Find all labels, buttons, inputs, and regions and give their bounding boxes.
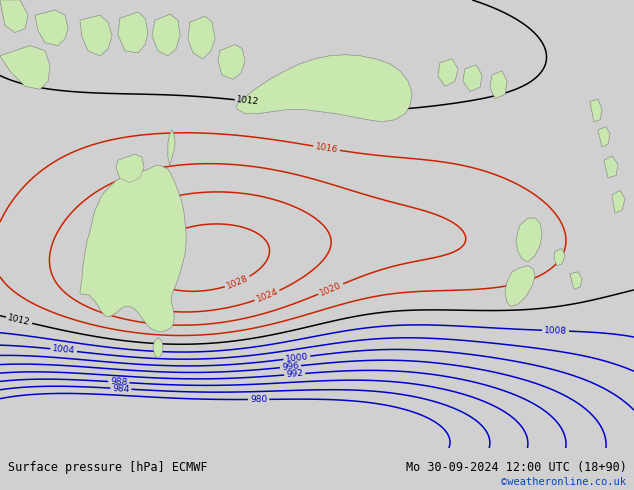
Polygon shape (80, 165, 186, 332)
Polygon shape (168, 130, 175, 165)
Polygon shape (598, 127, 610, 147)
Text: Surface pressure [hPa] ECMWF: Surface pressure [hPa] ECMWF (8, 461, 207, 474)
Text: 1004: 1004 (52, 344, 75, 356)
Polygon shape (0, 0, 28, 32)
Text: 988: 988 (110, 377, 127, 387)
Polygon shape (80, 15, 112, 56)
Text: ©weatheronline.co.uk: ©weatheronline.co.uk (501, 477, 626, 487)
Polygon shape (604, 156, 618, 177)
Polygon shape (80, 165, 186, 332)
Text: 1000: 1000 (285, 352, 309, 364)
Polygon shape (188, 16, 215, 59)
Polygon shape (505, 266, 535, 306)
Polygon shape (152, 14, 180, 56)
Polygon shape (516, 218, 542, 262)
Polygon shape (80, 15, 112, 56)
Polygon shape (570, 272, 582, 289)
Polygon shape (463, 65, 482, 91)
Polygon shape (236, 55, 412, 122)
Polygon shape (598, 127, 610, 147)
Polygon shape (505, 266, 535, 306)
Polygon shape (118, 12, 148, 53)
Polygon shape (0, 46, 50, 89)
Text: 996: 996 (281, 361, 299, 372)
Text: 1024: 1024 (255, 287, 280, 304)
Text: 1012: 1012 (236, 96, 260, 107)
Polygon shape (35, 10, 68, 46)
Text: Mo 30-09-2024 12:00 UTC (18+90): Mo 30-09-2024 12:00 UTC (18+90) (406, 461, 626, 474)
Polygon shape (604, 156, 618, 177)
Polygon shape (188, 16, 215, 59)
Text: 992: 992 (286, 369, 304, 379)
Polygon shape (463, 65, 482, 91)
Polygon shape (0, 0, 28, 32)
Polygon shape (438, 59, 458, 86)
Polygon shape (152, 14, 180, 56)
Polygon shape (153, 338, 163, 358)
Polygon shape (438, 59, 458, 86)
Text: 1016: 1016 (314, 142, 339, 154)
Polygon shape (168, 130, 175, 165)
Polygon shape (490, 71, 507, 98)
Text: 1028: 1028 (225, 274, 250, 291)
Polygon shape (236, 55, 412, 122)
Text: 984: 984 (112, 384, 130, 393)
Text: 980: 980 (250, 395, 268, 404)
Polygon shape (218, 45, 245, 79)
Polygon shape (116, 154, 144, 183)
Polygon shape (590, 99, 602, 122)
Text: 1008: 1008 (544, 326, 567, 336)
Polygon shape (490, 71, 507, 98)
Polygon shape (153, 338, 163, 358)
Polygon shape (218, 45, 245, 79)
Polygon shape (35, 10, 68, 46)
Polygon shape (516, 218, 542, 262)
Polygon shape (116, 154, 144, 183)
Polygon shape (612, 191, 625, 213)
Polygon shape (554, 248, 565, 266)
Text: 1012: 1012 (7, 313, 31, 327)
Polygon shape (612, 191, 625, 213)
Polygon shape (570, 272, 582, 289)
Polygon shape (554, 248, 565, 266)
Polygon shape (118, 12, 148, 53)
Polygon shape (590, 99, 602, 122)
Text: 1020: 1020 (318, 280, 343, 297)
Polygon shape (0, 46, 50, 89)
